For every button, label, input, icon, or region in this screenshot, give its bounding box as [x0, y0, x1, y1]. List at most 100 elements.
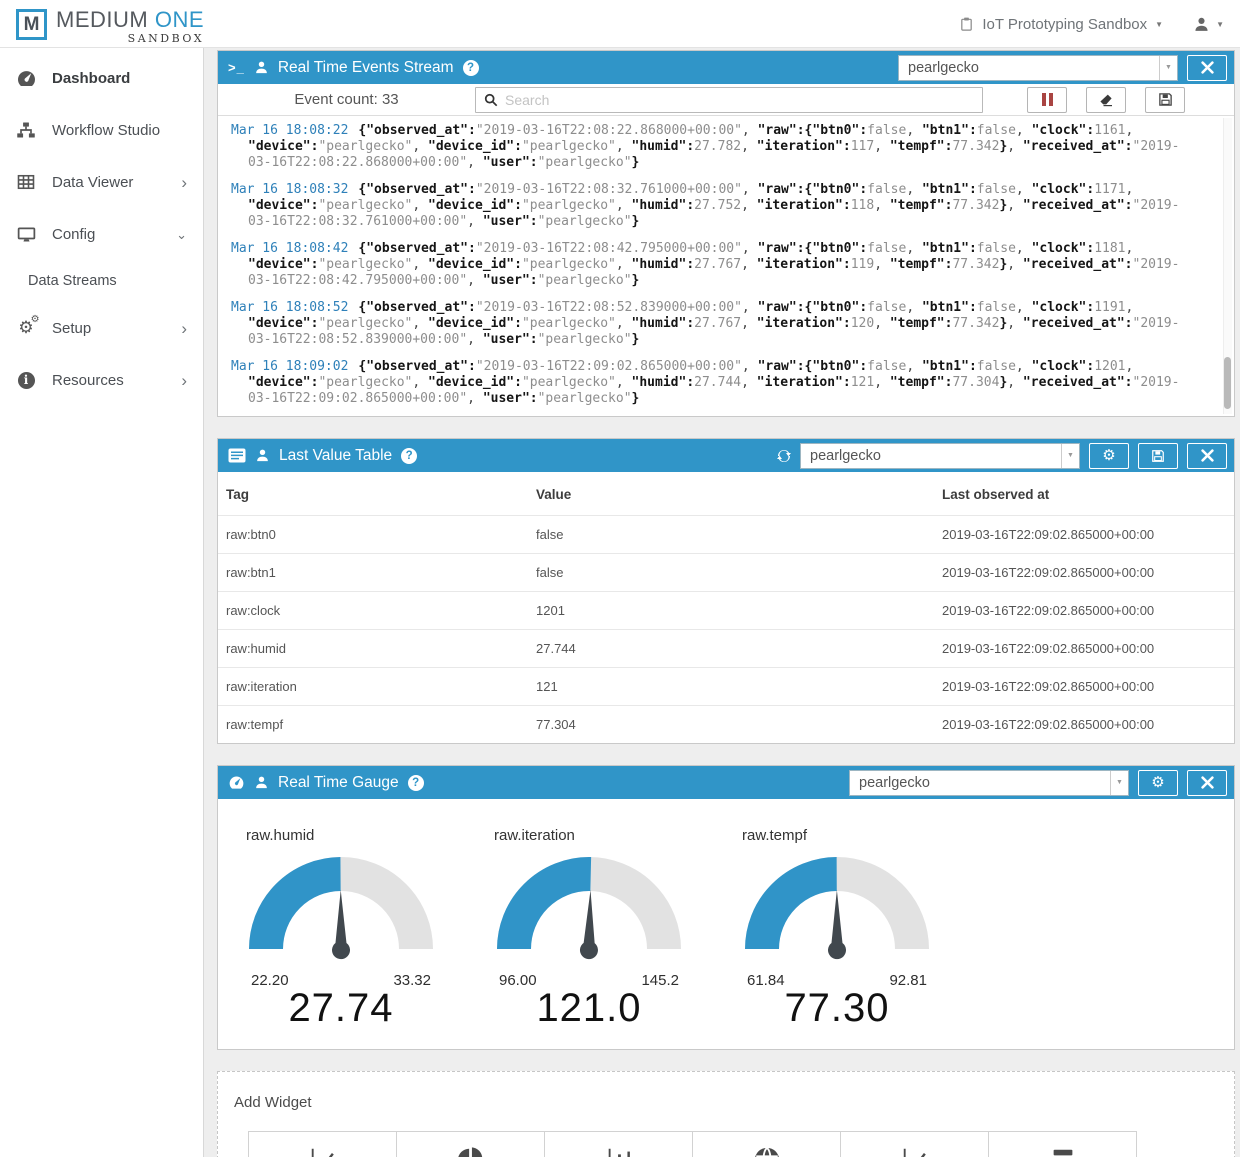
gear-icon: ⚙	[1102, 446, 1116, 464]
observed-cell: 2019-03-16T22:09:02.865000+00:00	[934, 667, 1234, 706]
add-widget-button[interactable]: Grouped Users	[692, 1131, 841, 1157]
clear-button[interactable]	[1086, 86, 1126, 113]
save-widget-button[interactable]	[1138, 442, 1178, 469]
observed-cell: 2019-03-16T22:09:02.865000+00:00	[934, 629, 1234, 668]
close-widget-button[interactable]	[1187, 769, 1227, 796]
sidebar-item-dashboard[interactable]: Dashboard	[0, 52, 203, 104]
chevron-down-icon[interactable]: ▼	[1110, 770, 1128, 795]
table-row: raw:humid 27.744 2019-03-16T22:09:02.86500…	[218, 629, 1234, 668]
gauge-min: 22.20	[251, 972, 289, 989]
list-icon	[1048, 1145, 1078, 1157]
help-icon[interactable]: ?	[462, 59, 479, 76]
user-icon	[1193, 16, 1210, 33]
help-icon[interactable]: ?	[401, 447, 418, 464]
pie-chart-icon	[456, 1145, 486, 1157]
chevron-right-icon: ›	[181, 318, 187, 338]
value-cell: 77.304	[528, 705, 934, 743]
gauge-chart	[249, 857, 433, 960]
gauge-minmax: 96.00 145.2	[494, 972, 684, 989]
events-stream-widget: >_ Real Time Events Stream ? pearlgecko …	[217, 50, 1235, 417]
add-widget-button[interactable]: Grouped Users	[396, 1131, 545, 1157]
scrollbar-thumb[interactable]	[1224, 357, 1231, 409]
widget-type-strip: Grouped UsersGrouped UsersGrouped UsersG…	[248, 1131, 1218, 1157]
gauge-max: 92.81	[889, 972, 927, 989]
search-icon	[484, 93, 498, 107]
globe-icon	[752, 1145, 782, 1157]
gauge-value: 77.30	[784, 986, 890, 1030]
event-timestamp: Mar 16 18:08:22	[231, 123, 349, 138]
table-row: raw:btn0 false 2019-03-16T22:09:02.865000+…	[218, 515, 1234, 554]
brand-name: MEDIUM ONE	[56, 7, 205, 32]
add-widget-panel: Add Widget Grouped UsersGrouped UsersGro…	[217, 1071, 1235, 1157]
chevron-right-icon: ›	[181, 370, 187, 390]
workspace-name: IoT Prototyping Sandbox	[982, 15, 1148, 33]
user-menu[interactable]: ▼	[1193, 16, 1224, 33]
gauge-value: 27.74	[288, 986, 394, 1030]
table-row: raw:clock 1201 2019-03-16T22:09:02.865000+…	[218, 591, 1234, 630]
line-chart-icon	[900, 1145, 930, 1157]
device-combobox[interactable]: pearlgecko ▼	[849, 769, 1129, 796]
dashboard-content: >_ Real Time Events Stream ? pearlgecko …	[205, 48, 1240, 1157]
terminal-icon: >_	[228, 60, 245, 75]
add-widget-button[interactable]: Grouped Users	[544, 1131, 693, 1157]
sidebar-item-label: Workflow Studio	[52, 121, 161, 139]
sidebar-item-label: Setup	[52, 319, 92, 337]
refresh-button[interactable]	[776, 448, 792, 464]
device-combobox[interactable]: pearlgecko ▼	[800, 442, 1080, 469]
brand-subtitle: SANDBOX	[127, 32, 205, 45]
value-cell: false	[528, 553, 934, 592]
gauge-minmax: 22.20 33.32	[246, 972, 436, 989]
settings-button[interactable]: ⚙	[1089, 442, 1129, 469]
event-timestamp: Mar 16 18:08:52	[231, 300, 349, 315]
top-bar: M MEDIUM ONE SANDBOX IoT Prototyping San…	[0, 0, 1240, 48]
help-icon[interactable]: ?	[407, 774, 424, 791]
device-combobox[interactable]: pearlgecko ▼	[898, 54, 1178, 81]
sidebar-item-label: Dashboard	[52, 69, 131, 87]
sidebar-item-data-viewer[interactable]: Data Viewer ›	[0, 156, 203, 208]
tag-cell: raw:tempf	[218, 705, 528, 743]
sidebar-item-setup[interactable]: ⚙ ⚙ Setup ›	[0, 302, 203, 354]
column-header-observed: Last observed at	[942, 487, 1050, 502]
event-timestamp: Mar 16 18:08:32	[231, 182, 349, 197]
chevron-down-icon[interactable]: ▼	[1159, 55, 1177, 80]
save-button[interactable]	[1145, 86, 1185, 113]
observed-cell: 2019-03-16T22:09:02.865000+00:00	[934, 591, 1234, 630]
value-cell: false	[528, 515, 934, 554]
gauge-chart	[745, 857, 929, 960]
sidebar-item-workflow-studio[interactable]: Workflow Studio	[0, 104, 203, 156]
workspace-selector[interactable]: IoT Prototyping Sandbox ▼	[959, 16, 1163, 33]
gauge-min: 61.84	[747, 972, 785, 989]
sidebar-item-label: Resources	[52, 371, 124, 389]
search-box	[475, 86, 983, 113]
logo-icon: M	[16, 9, 47, 40]
chevron-right-icon: ›	[181, 172, 187, 192]
gauge-needle	[828, 890, 846, 960]
add-widget-button[interactable]: Grouped Users	[248, 1131, 397, 1157]
pause-button[interactable]	[1027, 86, 1067, 113]
event-count: Event count: 33	[294, 91, 399, 108]
save-icon	[1158, 92, 1173, 107]
event-entry: Mar 16 18:08:52 {"observed_at":"2019-03-1…	[231, 300, 1180, 347]
chevron-down-icon[interactable]: ▼	[1061, 443, 1079, 468]
close-widget-button[interactable]	[1187, 442, 1227, 469]
monitor-icon	[14, 224, 38, 245]
value-cell: 27.744	[528, 629, 934, 668]
tag-cell: raw:humid	[218, 629, 528, 668]
add-widget-button[interactable]: Single User	[988, 1131, 1137, 1157]
events-log[interactable]: Mar 16 18:08:22 {"observed_at":"2019-03-1…	[218, 116, 1234, 416]
value-cell: 121	[528, 667, 934, 706]
close-widget-button[interactable]	[1187, 54, 1227, 81]
settings-button[interactable]: ⚙	[1138, 769, 1178, 796]
sidebar-item-data-streams[interactable]: Data Streams	[0, 260, 203, 302]
device-combobox-value: pearlgecko	[810, 447, 881, 464]
search-input[interactable]	[505, 91, 974, 108]
sidebar-item-resources[interactable]: i Resources ›	[0, 354, 203, 406]
sitemap-icon	[14, 120, 38, 140]
tag-cell: raw:clock	[218, 591, 528, 630]
widget-title: Real Time Events Stream	[277, 58, 454, 76]
sidebar-item-config[interactable]: Config ⌄	[0, 208, 203, 260]
widget-title: Real Time Gauge	[278, 773, 399, 791]
device-combobox-value: pearlgecko	[908, 59, 979, 76]
list-icon	[228, 448, 246, 463]
add-widget-button[interactable]: Single User	[840, 1131, 989, 1157]
